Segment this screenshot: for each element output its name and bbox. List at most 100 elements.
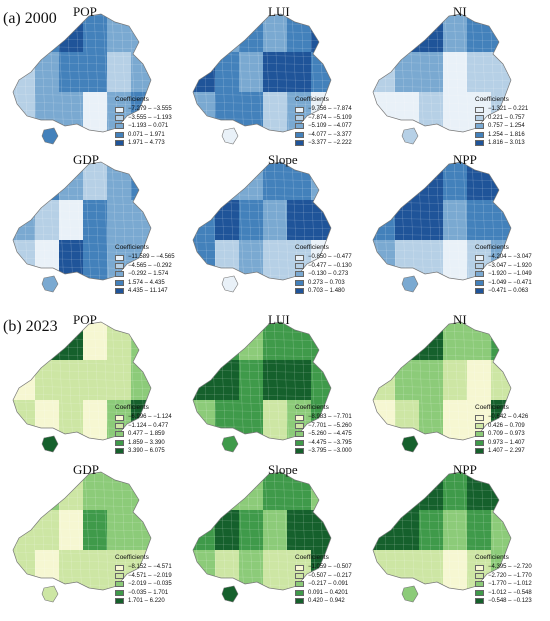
county-boundary [193,543,331,548]
legend-item: −0.548 – −0.123 [475,597,532,605]
study-area-outline [372,471,512,591]
county-boundary [273,14,281,132]
study-area-outline [192,321,332,441]
map-panel-slope-2023: Slope Coefficients −1.059 – −0.507 −0.507 –… [183,458,363,608]
legend-label: −0.217 – 0.091 [308,581,349,588]
county-boundary [13,69,151,74]
map-zone [83,322,108,361]
county-boundary [373,162,380,280]
legend-item: −1.059 – −0.507 [295,563,352,571]
county-boundary [373,217,511,222]
county-boundary [193,101,331,106]
map-zone [83,510,108,551]
map-zone [443,510,468,551]
legend-item: −1.124 – 0.477 [115,422,172,430]
map-zone [239,200,264,241]
map [12,13,152,145]
county-boundary [373,567,511,572]
legend-swatch [475,114,484,121]
legend-item: −3.795 – −3.000 [295,447,352,455]
county-boundary [193,162,200,280]
map-zone [239,52,264,93]
section-label-b: (b) 2023 [3,318,58,335]
legend-swatch [295,589,304,596]
county-boundary [13,77,151,82]
legend-item: 0.477 – 1.859 [115,430,172,438]
legend: Coefficients −8.152 – −4.571 −4.571 – −2.0… [115,554,172,605]
map-zone [395,14,420,53]
county-boundary [193,85,331,90]
map-zone [131,360,151,401]
county-boundary [13,225,151,230]
map-zone [419,360,444,401]
county-boundary [453,14,461,132]
legend-title: Coefficients [475,244,509,251]
panel-title: GDP [73,152,100,167]
county-boundary [264,14,272,132]
county-boundary [13,472,20,590]
island-region [401,435,419,453]
county-boundary [102,162,110,280]
island-region [221,275,239,293]
map-zone [263,162,288,201]
legend-item: −2.019 – −0.035 [115,580,172,588]
island-region [41,127,59,145]
legend-item: −5.109 – −4.077 [295,122,352,130]
legend-swatch [295,422,304,429]
legend-title: Coefficients [475,404,509,411]
county-boundary [435,14,443,132]
panel-title: Slope [268,462,298,477]
map-zone [215,400,240,440]
study-area-outline [372,13,512,133]
legend-label: −7.701 – −5.260 [308,422,352,429]
county-boundary [373,257,511,262]
map-zone [395,92,420,132]
legend-swatch [475,123,484,130]
map-zone [443,162,468,201]
panel-title: NI [453,4,467,19]
map-zone [395,472,420,511]
county-boundary [373,233,511,238]
legend-item: 1.574 – 4.435 [115,279,175,287]
map-zone [263,200,288,241]
map-zone [263,52,288,93]
panel-title: POP [73,312,97,327]
county-boundary [373,527,511,532]
county-boundary [193,69,331,74]
legend-swatch [475,589,484,596]
map-zone [395,240,420,280]
legend-title: Coefficients [115,96,149,103]
map-zone [193,472,216,511]
map-zone [287,360,312,401]
legend-item: −0.642 – 0.426 [475,413,528,421]
legend-label: 0.973 – 1.407 [488,439,525,446]
map-zone [287,52,312,93]
map-zone [311,472,331,511]
legend-label: −8.983 – −7.701 [308,414,352,421]
map-zone [193,162,216,201]
map-zone [311,510,331,551]
map-panel-lui-2023: LUI Coefficients −8.983 – −7.701 −7.701 – −… [183,308,363,458]
legend-swatch [115,564,124,571]
map-zone [83,360,108,401]
county-boundary [13,417,151,422]
map-zone [131,510,151,551]
study-area-outline [192,161,332,281]
map-zone [239,322,264,361]
map [192,471,332,603]
legend-item: 0.703 – 1.480 [295,287,352,295]
county-boundary [373,535,511,540]
county-boundary [93,14,101,132]
legend-label: 0.071 – 1.971 [128,131,165,138]
study-area-outline [372,321,512,441]
legend-item: 3.390 – 6.075 [115,447,172,455]
map [12,321,152,453]
map-zone [373,162,396,201]
map-zone [311,200,331,241]
legend-swatch [115,123,124,130]
legend-label: −1.012 – −0.548 [488,589,532,596]
map-panel-gdp-2023: GDP Coefficients −8.152 – −4.571 −4.571 – −… [3,458,183,608]
legend-item: −8.983 – −7.701 [295,413,352,421]
legend-label: −4.395 – −2.720 [488,564,532,571]
county-boundary [13,377,151,382]
